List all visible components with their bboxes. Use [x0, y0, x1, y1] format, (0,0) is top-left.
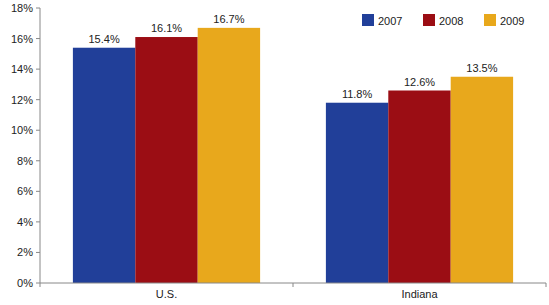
y-tick-label: 10% — [11, 124, 33, 136]
y-axis-line — [40, 8, 41, 283]
data-label: 12.6% — [404, 76, 435, 88]
y-tick — [36, 283, 40, 284]
legend-swatch — [484, 14, 496, 26]
x-tick-label: Indiana — [401, 288, 438, 300]
legend: 2007 2008 2009 — [362, 14, 524, 27]
y-tick-label: 4% — [17, 216, 33, 228]
y-tick — [36, 69, 40, 70]
data-label: 11.8% — [342, 88, 373, 100]
x-tick-label: U.S. — [156, 288, 177, 300]
y-tick — [36, 38, 40, 39]
x-tick — [293, 283, 294, 287]
legend-label: 2007 — [378, 15, 402, 27]
legend-label: 2008 — [439, 15, 463, 27]
y-tick-label: 12% — [11, 94, 33, 106]
y-tick — [36, 99, 40, 100]
legend-swatch — [362, 14, 374, 26]
y-axis: 0% 2% 4% 6% 8% 10% 12% 14% 16% 18% — [11, 2, 40, 289]
legend-label: 2009 — [500, 15, 524, 27]
data-label: 15.4% — [88, 33, 119, 45]
bars — [73, 28, 513, 283]
y-tick — [36, 191, 40, 192]
chart-svg: 0% 2% 4% 6% 8% 10% 12% 14% 16% 18% 15.4% 11.8% 16.1%… — [0, 0, 549, 305]
bar — [326, 103, 388, 283]
data-label: 16.1% — [151, 22, 182, 34]
data-labels: 15.4% 11.8% 16.1% 12.6% 16.7% 13.5% — [88, 13, 497, 100]
data-label: 13.5% — [466, 62, 497, 74]
y-tick — [36, 130, 40, 131]
y-tick — [36, 8, 40, 9]
x-tick — [546, 283, 547, 287]
legend-swatch — [423, 14, 435, 26]
y-tick-label: 8% — [17, 155, 33, 167]
y-tick-label: 6% — [17, 185, 33, 197]
bar — [73, 48, 135, 283]
y-tick-label: 0% — [17, 277, 33, 289]
bar — [198, 28, 260, 283]
y-tick-label: 14% — [11, 63, 33, 75]
y-tick-label: 18% — [11, 2, 33, 14]
bar — [388, 91, 450, 284]
y-tick — [36, 252, 40, 253]
y-tick — [36, 160, 40, 161]
y-tick-label: 2% — [17, 246, 33, 258]
bar — [135, 37, 197, 283]
bar — [451, 77, 513, 283]
y-tick — [36, 221, 40, 222]
chart-container: 0% 2% 4% 6% 8% 10% 12% 14% 16% 18% 15.4% 11.8% 16.1%… — [0, 0, 549, 305]
y-tick-label: 16% — [11, 33, 33, 45]
x-tick — [40, 283, 41, 287]
data-label: 16.7% — [213, 13, 244, 25]
